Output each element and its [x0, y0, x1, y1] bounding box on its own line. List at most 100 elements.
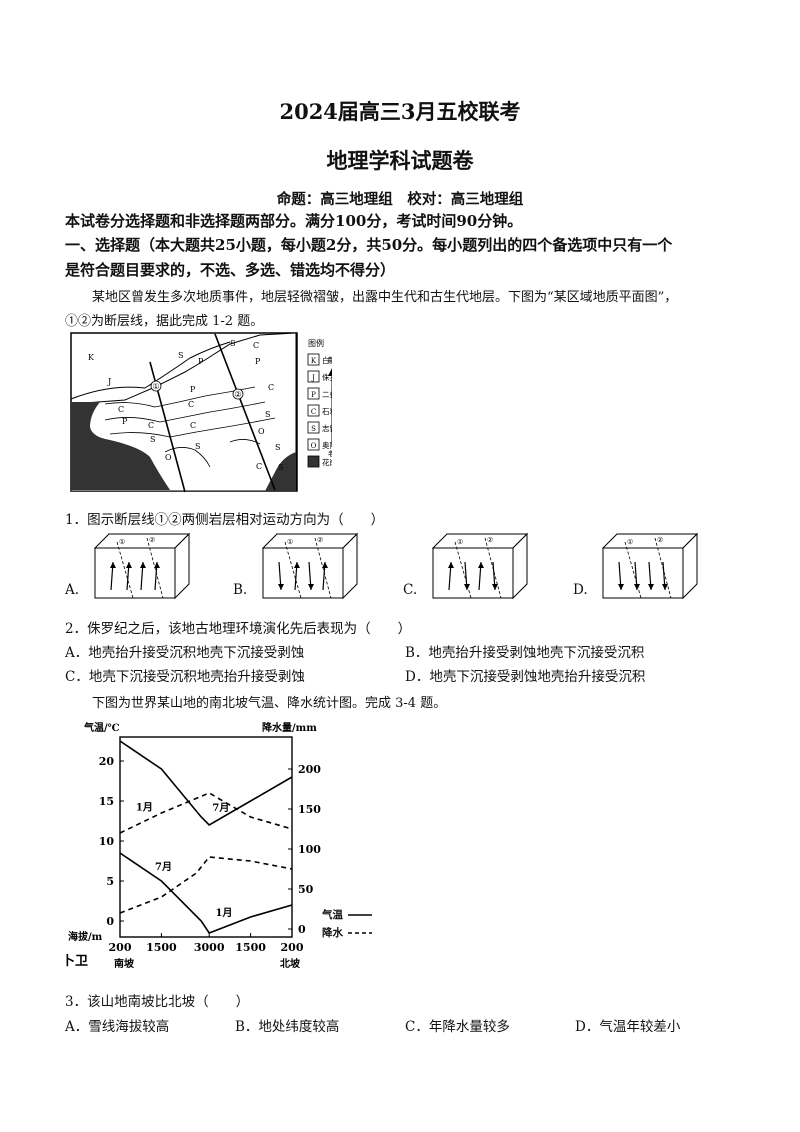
q2-option-c[interactable]: C．地壳下沉接受沉积地壳抬升接受剥蚀: [65, 669, 305, 685]
left-tick-label: 20: [99, 755, 115, 768]
q1-arrow-up: [448, 562, 454, 568]
right-tick-label: 50: [298, 883, 314, 896]
left-tick-label: 0: [106, 915, 114, 928]
fault-line-2: [214, 333, 276, 491]
legend-title: 图例: [308, 338, 324, 348]
q2-option-a[interactable]: A．地壳抬升接受沉积地壳下沉接受剥蚀: [65, 645, 305, 661]
section1-heading-line2: 是符合题目要求的，不选、多选、错选均不得分）: [65, 261, 396, 279]
contact-line-1: [104, 386, 256, 408]
legend-arrow-head: [328, 368, 332, 376]
chart-xlabel: 海拔/m: [68, 930, 103, 943]
exam-subtitle: 地理学科试题卷: [326, 148, 474, 173]
q1-option-b-letter: B.: [233, 582, 248, 598]
q1-marker-1: ①: [457, 538, 463, 546]
q1-marker-1: ①: [287, 538, 293, 546]
label-c-1: C: [118, 405, 124, 414]
fault-marker-2: [232, 388, 244, 400]
q1-marker-1: ①: [627, 538, 633, 546]
climate-chart: 气温/℃ 降水量/mm 海拔/m 卜卫 南坡 北坡 05101520050100…: [62, 721, 321, 970]
legend-swatch-0: [307, 353, 320, 366]
series-label-temp_jan: 1月: [216, 907, 233, 919]
legend-old-label: 老: [328, 449, 332, 458]
q1-option-a-letter: A.: [65, 582, 80, 598]
label-p-2: P: [198, 357, 204, 366]
legend-swatch-5: [307, 438, 320, 451]
section1-heading-line1: 一、选择题（本大题共25小题，每小题2分，共50分。每小题列出的四个备选项中只有…: [65, 236, 673, 254]
legend-temp-line: [348, 914, 372, 916]
q1-arrow-up: [140, 562, 146, 568]
q1-option-c-letter: C.: [403, 582, 418, 598]
label-c-3: C: [188, 400, 194, 409]
legend-swatch-1: [307, 370, 320, 383]
q3-option-b[interactable]: B．地处纬度较高: [235, 1019, 340, 1035]
series-label-prec_july: 7月: [155, 861, 172, 873]
q1-arrow-up: [154, 562, 160, 568]
q1-arrow-up: [478, 562, 484, 568]
q1-arrow-down: [618, 584, 624, 590]
left-tick-label: 15: [99, 795, 114, 808]
legend-swatch-3: [307, 404, 320, 417]
legend-name-4: 志留纪: [322, 423, 332, 433]
chart-ylabel-left: 气温/℃: [83, 721, 120, 734]
legend-name-6: 花岗岩: [322, 457, 332, 467]
legend-name-0: 白垩纪: [322, 355, 332, 365]
label-j: J: [107, 377, 111, 386]
q1-option-b[interactable]: B. ① ②: [233, 532, 383, 604]
label-o-1: O: [165, 453, 172, 462]
q1-marker-2: ②: [657, 536, 663, 544]
label-c-2: C: [148, 421, 154, 430]
legend-code-4: S: [311, 425, 316, 433]
q1-option-c[interactable]: C. ① ②: [403, 532, 553, 604]
granite-right: [265, 452, 296, 491]
right-tick-label: 0: [298, 923, 306, 936]
x-tick-label: 200: [109, 941, 132, 954]
q2-option-d[interactable]: D．地壳下沉接受剥蚀地壳抬升接受沉积: [405, 669, 646, 685]
q1-option-d-letter: D.: [573, 582, 588, 598]
q1-marker-2: ②: [487, 536, 493, 544]
q1-option-a[interactable]: A. ① ②: [65, 532, 215, 604]
label-s-5: S: [265, 410, 270, 419]
label-p-4: P: [255, 357, 261, 366]
granite-left: [71, 402, 170, 490]
legend-code-5: O: [311, 442, 317, 450]
q2-stem: 2．侏罗纪之后，该地古地理环境演化先后表现为（ ）: [65, 621, 412, 637]
q3-option-d[interactable]: D．气温年较差小: [575, 1019, 681, 1035]
label-c-4: C: [190, 421, 196, 430]
legend-swatch-2: [307, 387, 320, 400]
q1-arrow-up: [322, 562, 328, 568]
q1-stem: 1．图示断层线①②两侧岩层相对运动方向为（ ）: [65, 512, 385, 528]
x-tick-label: 200: [281, 941, 304, 954]
legend-name-5: 奥陶纪: [322, 440, 332, 450]
series-temperature-0: [119, 740, 293, 827]
q1-arrow-up: [110, 562, 116, 568]
kj-contact: [70, 341, 231, 400]
series-temperature-1: [119, 852, 293, 934]
q1-arrow-up: [126, 562, 132, 568]
legend-code-3: C: [311, 408, 316, 416]
fault-marker-1: [150, 380, 162, 392]
q2-option-b[interactable]: B．地壳抬升接受剥蚀地壳下沉接受沉积: [405, 645, 645, 661]
series-label-temp_july: 7月: [212, 802, 229, 814]
q3-option-a[interactable]: A．雪线海拔较高: [65, 1019, 170, 1035]
label-c-5: C: [253, 341, 259, 350]
label-s-4: S: [230, 339, 235, 348]
fault-label-1: ①: [152, 382, 159, 391]
x-tick-label: 3000: [194, 941, 225, 954]
legend-swatch-6: [307, 455, 320, 468]
right-tick-label: 150: [298, 803, 321, 816]
label-k: K: [88, 353, 95, 362]
label-c-6: C: [268, 383, 274, 392]
label-o-2: O: [258, 427, 265, 436]
legend-name-1: 侏罗纪: [322, 372, 332, 382]
q1-option-d[interactable]: D. ① ②: [573, 532, 723, 604]
q3-option-c[interactable]: C．年降水量较多: [405, 1019, 510, 1035]
label-p-1: P: [122, 417, 128, 426]
right-tick-label: 100: [298, 843, 321, 856]
legend-new-label: 新: [328, 355, 332, 364]
passage1-line1: 某地区曾发生多次地质事件，地层轻微褶皱，出露中生代和古生代地层。下图为“某区域地…: [92, 290, 678, 305]
x-tick-label: 1500: [235, 941, 266, 954]
label-s-6: S: [275, 443, 280, 452]
